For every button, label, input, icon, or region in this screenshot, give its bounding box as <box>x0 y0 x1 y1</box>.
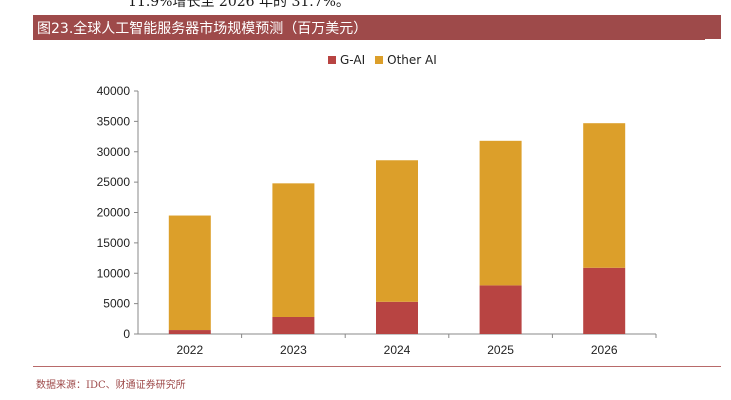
bar-g-ai-2026 <box>583 267 626 334</box>
bar-other-ai-2026 <box>583 123 626 268</box>
bar-g-ai-2024 <box>376 301 418 334</box>
figure-title: 图23.全球人工智能服务器市场规模预测（百万美元） <box>37 21 368 37</box>
x-tick-label-2026: 2026 <box>591 343 618 357</box>
legend-swatch-other-ai <box>375 56 384 64</box>
bar-other-ai-2022 <box>168 215 211 331</box>
title-bar-underline <box>705 39 731 40</box>
x-tick-label-2023: 2023 <box>280 343 307 357</box>
legend-swatch-g-ai <box>328 56 336 64</box>
y-tick-label: 10000 <box>97 266 131 280</box>
legend-label-g-ai: G-AI <box>340 53 366 67</box>
bar-other-ai-2025 <box>479 140 522 286</box>
y-tick-label: 20000 <box>97 206 131 220</box>
y-tick-label: 5000 <box>103 297 130 311</box>
bar-g-ai-2022 <box>168 330 211 334</box>
x-tick-label-2025: 2025 <box>487 343 514 357</box>
footer-divider <box>33 366 721 367</box>
figure-title-bar: 图23.全球人工智能服务器市场规模预测（百万美元） <box>33 15 731 40</box>
legend-label-other-ai: Other AI <box>387 53 437 67</box>
y-tick-label: 15000 <box>97 236 131 250</box>
bar-other-ai-2024 <box>376 160 418 302</box>
bar-other-ai-2023 <box>272 183 315 317</box>
bar-g-ai-2023 <box>272 316 315 334</box>
bar-g-ai-2025 <box>479 285 522 334</box>
x-tick-label-2024: 2024 <box>384 343 411 357</box>
intro-text-fragment: 11.9%增长至 2026 年的 31.7%。 <box>128 0 350 10</box>
x-tick-label-2022: 2022 <box>176 343 203 357</box>
y-tick-label: 40000 <box>97 84 131 98</box>
legend-item-other-ai: Other AI <box>375 53 437 67</box>
y-tick-label: 35000 <box>97 114 131 128</box>
y-tick-label: 0 <box>123 327 130 341</box>
source-note: 数据来源：IDC、财通证券研究所 <box>36 380 186 391</box>
y-tick-label: 25000 <box>97 175 131 189</box>
chart-legend: G-AI Other AI <box>328 53 447 67</box>
legend-item-g-ai: G-AI <box>328 53 365 67</box>
y-tick-label: 30000 <box>97 145 131 159</box>
